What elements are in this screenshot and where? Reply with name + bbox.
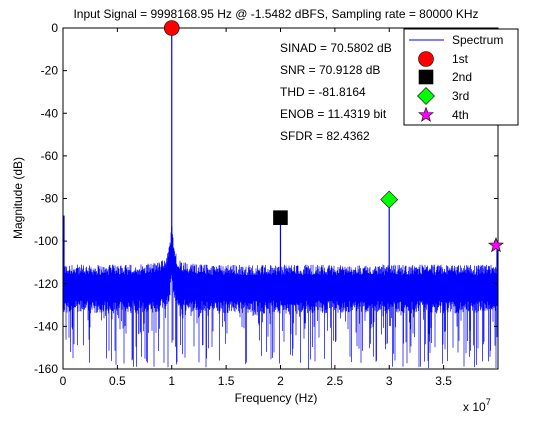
spur-lines: [63, 28, 498, 276]
x-tick-label: 1.5: [218, 374, 235, 388]
legend: Spectrum 1st 2nd 3rd 4th: [403, 28, 519, 126]
y-axis-label: Magnitude (dB): [11, 157, 25, 239]
marker-4th: [488, 237, 504, 253]
harmonic-markers: [163, 20, 504, 253]
spectrum-noise-path: [63, 226, 498, 369]
x-tick-label: 0.5: [109, 374, 126, 388]
y-tick-label: -140: [34, 319, 58, 333]
x-exponent-base: x 10: [463, 400, 486, 414]
legend-swatch-1st: [418, 51, 434, 67]
y-tick-label: -40: [41, 106, 59, 120]
chart-title: Input Signal = 9998168.95 Hz @ -1.5482 d…: [73, 7, 478, 21]
metric-annotation: ENOB = 11.4319 bit: [280, 107, 387, 121]
x-exponent-power: 7: [486, 397, 491, 407]
legend-label: 3rd: [452, 89, 469, 103]
y-tick-label: 0: [51, 21, 58, 35]
y-tick-label: -160: [34, 362, 58, 376]
y-tick-label: -120: [34, 277, 58, 291]
y-tick-label: -20: [41, 64, 59, 78]
metric-annotation: SNR = 70.9128 dB: [280, 63, 380, 77]
y-tick-label: -80: [41, 192, 59, 206]
y-tick-label: -60: [41, 149, 59, 163]
x-axis-label: Frequency (Hz): [235, 391, 318, 405]
legend-swatch-4th: [418, 106, 434, 122]
noise-floor: [63, 226, 498, 369]
x-axis-exponent: x 107: [463, 397, 491, 414]
x-tick-label: 3.5: [435, 374, 452, 388]
legend-label: Spectrum: [452, 33, 503, 47]
legend-label: 2nd: [452, 70, 472, 84]
marker-3rd: [380, 190, 399, 209]
x-tick-label: 0: [60, 374, 67, 388]
y-tick-label: -100: [34, 234, 58, 248]
metric-annotation: SINAD = 70.5802 dB: [280, 41, 392, 55]
x-tick-label: 2.5: [327, 374, 344, 388]
legend-label: 1st: [452, 52, 469, 66]
metric-annotation: SFDR = 82.4362: [280, 129, 370, 143]
axis-ticks: 0 0.5 1 1.5 2 2.5 3 3.5 0 -20 -40 -60 -80 -100 -120 -14…: [34, 21, 498, 388]
x-tick-label: 3: [386, 374, 393, 388]
legend-swatch-2nd: [418, 69, 434, 85]
legend-label: 4th: [452, 108, 469, 122]
x-tick-label: 2: [277, 374, 284, 388]
marker-1st: [163, 20, 180, 36]
marker-2nd: [273, 210, 288, 225]
x-tick-label: 1: [168, 374, 175, 388]
metrics-annotations: SINAD = 70.5802 dB SNR = 70.9128 dB THD = …: [280, 41, 392, 143]
metric-annotation: THD = -81.8164: [280, 85, 366, 99]
legend-swatch-3rd: [417, 87, 435, 105]
